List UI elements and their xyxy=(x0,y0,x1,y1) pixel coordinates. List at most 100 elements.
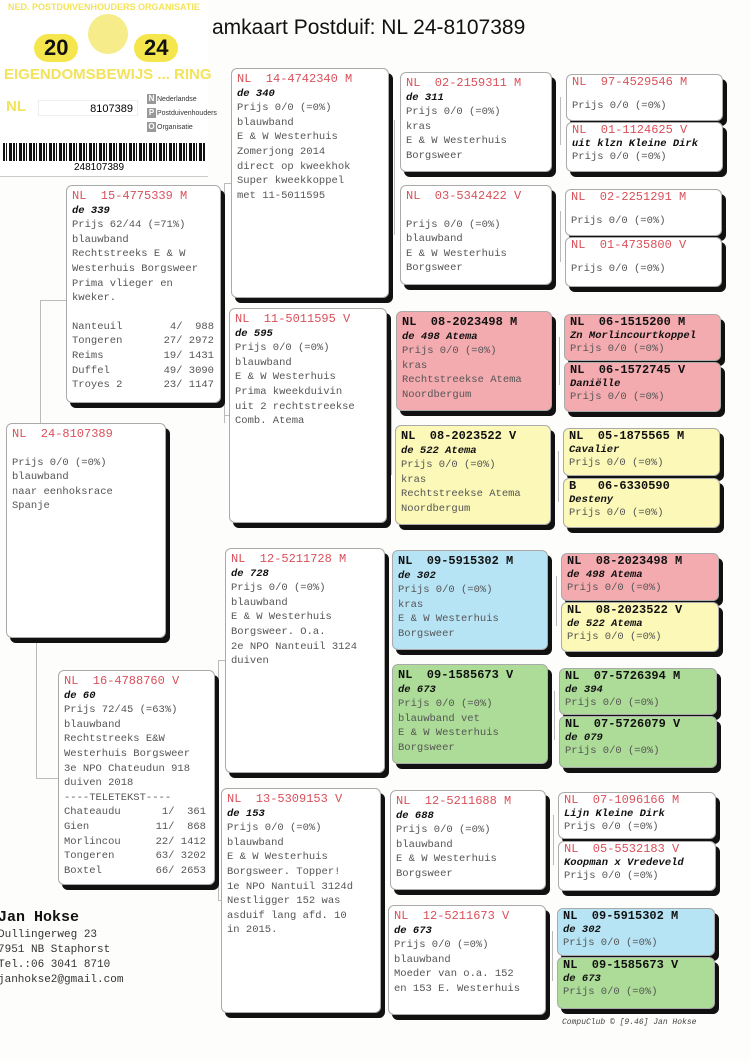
card-line: Prijs 0/0 (=0%) xyxy=(564,870,659,882)
connector-line xyxy=(559,337,560,385)
ring-number: NL 15-4775339 M xyxy=(72,189,188,203)
card-line: Prima kweekduivin xyxy=(235,385,343,398)
connector-line xyxy=(224,183,225,423)
card-line: met 11-5011595 xyxy=(237,189,326,202)
ancestor-card: NL 01-4735800 V Prijs 0/0 (=0%) xyxy=(565,237,722,287)
card-line: Rechtstreeks E & W xyxy=(72,248,186,261)
card-line: Zomerjong 2014 xyxy=(237,145,326,158)
pigeon-name: Lijn Kleine Dirk xyxy=(564,807,665,820)
connector-line xyxy=(40,300,41,423)
ring-number: NL 09-5915302 M xyxy=(398,554,514,568)
card-line: in 2015. xyxy=(227,924,278,937)
race-place: 19/ 1431 xyxy=(163,349,214,362)
card-line: kras xyxy=(401,473,427,486)
card-line: Prijs 0/0 (=0%) xyxy=(569,457,664,469)
pigeon-name: de 302 xyxy=(398,569,436,582)
card-line: Prijs 0/0 (=0%) xyxy=(394,939,489,952)
card-line: Prijs 0/0 (=0%) xyxy=(571,214,666,227)
card-line: blauwband xyxy=(235,356,292,369)
pigeon-name: Koopman x Vredeveld xyxy=(564,856,684,869)
card-line: Moeder van o.a. 152 xyxy=(394,968,514,981)
pigeon-name: de 522 Atema xyxy=(401,444,477,457)
lion-emblem-icon xyxy=(88,14,128,54)
card-line: direct op kweekhok xyxy=(237,160,351,173)
card-line: blauwband xyxy=(72,233,129,246)
ring-number: NL 06-1515200 M xyxy=(570,315,686,329)
ring-number: B 06-6330590 xyxy=(569,479,670,493)
card-line: duiven xyxy=(231,655,269,668)
npo-letter: N xyxy=(147,94,156,104)
card-line: Prijs 0/0 (=0%) xyxy=(571,262,666,275)
spacer xyxy=(571,253,716,263)
card-line: Prijs 0/0 (=0%) xyxy=(567,631,662,643)
ancestor-card: B 06-6330590 Desteny Prijs 0/0 (=0%) xyxy=(563,478,720,528)
ring-number: NL 24-8107389 xyxy=(12,427,113,441)
pigeon-name: Cavalier xyxy=(569,443,620,456)
race-place: 11/ 868 xyxy=(155,820,206,833)
connector-line xyxy=(384,840,385,960)
ring-number: NL 06-1572745 V xyxy=(570,363,686,377)
card-line: kweker. xyxy=(72,292,117,305)
ring-number: NL 11-5011595 V xyxy=(235,312,351,326)
connector-line xyxy=(560,97,561,145)
owner-block: Jan Hokse Dullingerweg 23 7951 NB Stapho… xyxy=(0,908,123,988)
ring-number: NL 08-2023498 M xyxy=(402,315,518,329)
card-line: blauwband xyxy=(231,596,288,609)
card-line: E & W Westerhuis xyxy=(406,135,507,148)
race-name: Gien xyxy=(64,820,90,833)
race-result: Nanteuil 4/ 988 xyxy=(72,320,215,335)
barcode-icon xyxy=(3,143,205,161)
card-line: Noordbergum xyxy=(402,388,472,401)
owner-name: Jan Hokse xyxy=(0,909,80,926)
pigeon-name: Daniëlle xyxy=(570,377,621,390)
ring-number: NL 01-4735800 V xyxy=(571,238,687,252)
card-line: E & W Westerhuis xyxy=(231,611,332,624)
pigeon-name: de 153 xyxy=(227,807,265,820)
spacer xyxy=(12,442,160,456)
race-place: 66/ 2653 xyxy=(155,864,206,877)
pigeon-name: Zn Morlincourtkoppel xyxy=(570,329,697,342)
card-line: ----TELETEKST---- xyxy=(64,791,172,804)
card-line: Borgsweer xyxy=(398,627,455,640)
race-name: Nanteuil xyxy=(72,320,123,333)
card-line: Prijs 0/0 (=0%) xyxy=(235,342,330,355)
card-line: Prijs 0/0 (=0%) xyxy=(565,745,660,757)
ring-number: NL 05-1875565 M xyxy=(569,429,685,443)
race-name: Morlincou xyxy=(64,835,121,848)
card-line: Prijs 0/0 (=0%) xyxy=(406,106,501,119)
ancestor-card: NL 07-1096166 M Lijn Kleine Dirk Prijs 0/0… xyxy=(558,792,716,839)
spacer xyxy=(572,90,717,100)
owner-address: Dullingerweg 23 xyxy=(0,929,98,941)
ring-number: NL 13-5309153 V xyxy=(227,792,343,806)
card-line: Prijs 0/0 (=0%) xyxy=(564,821,659,833)
ring-number: NL 03-5342422 V xyxy=(406,189,522,203)
owner-email[interactable]: janhokse2@gmail.com xyxy=(0,974,124,986)
spacer xyxy=(72,306,215,320)
card-line: Spanje xyxy=(12,500,50,513)
pigeon-name: de 311 xyxy=(406,91,444,104)
card-line: Prijs 0/0 (=0%) xyxy=(231,582,326,595)
card-line: Borgsweer xyxy=(396,867,453,880)
card-line: Prijs 0/0 (=0%) xyxy=(398,584,493,597)
ring-number: NL 05-5532183 V xyxy=(564,842,680,856)
ring-number: NL 12-5211673 V xyxy=(394,909,510,923)
card-line: Westerhuis Borgsweer xyxy=(64,747,191,760)
connector-line xyxy=(558,451,559,502)
card-line: naar eenhoksrace xyxy=(12,485,113,498)
ancestor-card: NL 05-1875565 M Cavalier Prijs 0/0 (=0%) xyxy=(563,428,720,476)
connector-line xyxy=(218,660,225,661)
race-name: Duffel xyxy=(72,364,110,377)
certificate-title: EIGENDOMSBEWIJS ... RING xyxy=(4,66,212,83)
card-line: Nestligger 152 was xyxy=(227,895,341,908)
pigeon-name: de 673 xyxy=(394,924,432,937)
organisation-name: NED. POSTDUIVENHOUDERS ORGANISATIE xyxy=(8,2,200,12)
